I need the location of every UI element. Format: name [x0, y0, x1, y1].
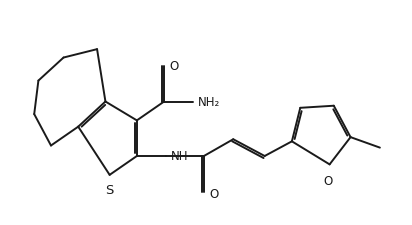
Text: NH: NH [171, 150, 188, 163]
Text: O: O [170, 59, 179, 72]
Text: O: O [209, 187, 218, 200]
Text: S: S [105, 183, 114, 196]
Text: O: O [323, 174, 332, 187]
Text: NH₂: NH₂ [198, 96, 220, 108]
